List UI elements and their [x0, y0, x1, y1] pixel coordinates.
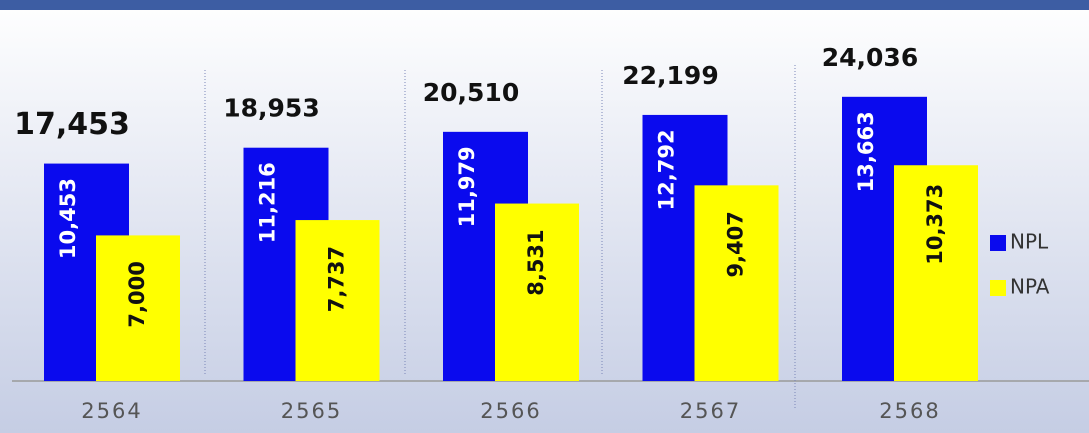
x-tick-label: 2564 [81, 399, 142, 423]
separators [204, 65, 796, 410]
legend-swatch [990, 280, 1006, 296]
total-label: 24,036 [822, 43, 918, 72]
bar [894, 165, 978, 381]
bar [295, 220, 380, 381]
value-label: 10,453 [56, 178, 80, 259]
value-label: 7,737 [325, 246, 349, 312]
top-border [0, 0, 1089, 10]
value-label: 12,792 [655, 129, 679, 210]
value-label: 7,000 [125, 261, 149, 327]
total-label: 17,453 [14, 107, 130, 142]
value-label: 11,216 [256, 162, 280, 243]
value-label: 8,531 [524, 229, 548, 295]
bar [495, 203, 579, 381]
total-label: 18,953 [223, 94, 319, 123]
value-label: 11,979 [455, 146, 479, 227]
bar [96, 235, 180, 381]
value-label: 10,373 [923, 184, 947, 265]
total-label: 22,199 [622, 61, 718, 90]
x-tick-label: 2567 [680, 399, 741, 423]
legend-label: NPA [1010, 275, 1050, 299]
bar [694, 185, 779, 381]
x-tick-label: 2565 [281, 399, 342, 423]
x-tick-label: 2568 [879, 399, 940, 423]
legend-swatch [990, 235, 1006, 251]
value-label: 9,407 [724, 211, 748, 277]
x-tick-label: 2566 [480, 399, 541, 423]
legend-label: NPL [1010, 230, 1049, 254]
total-label: 20,510 [423, 78, 519, 107]
value-label: 13,663 [854, 111, 878, 192]
